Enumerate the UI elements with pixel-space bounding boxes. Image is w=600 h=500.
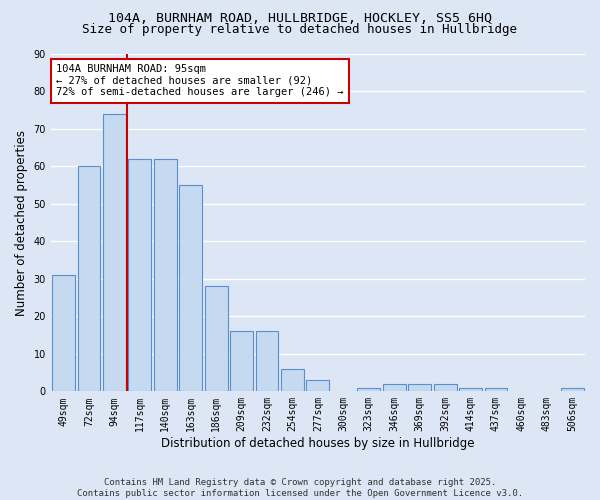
Bar — [383, 384, 406, 392]
Text: 104A, BURNHAM ROAD, HULLBRIDGE, HOCKLEY, SS5 6HQ: 104A, BURNHAM ROAD, HULLBRIDGE, HOCKLEY,… — [108, 12, 492, 26]
Bar — [52, 275, 75, 392]
Text: Contains HM Land Registry data © Crown copyright and database right 2025.
Contai: Contains HM Land Registry data © Crown c… — [77, 478, 523, 498]
Bar — [485, 388, 508, 392]
Bar — [434, 384, 457, 392]
Bar — [128, 159, 151, 392]
Bar — [179, 185, 202, 392]
Bar — [230, 332, 253, 392]
Bar — [561, 388, 584, 392]
Bar — [408, 384, 431, 392]
Bar — [358, 388, 380, 392]
Bar — [281, 369, 304, 392]
Bar — [459, 388, 482, 392]
X-axis label: Distribution of detached houses by size in Hullbridge: Distribution of detached houses by size … — [161, 437, 475, 450]
Y-axis label: Number of detached properties: Number of detached properties — [15, 130, 28, 316]
Bar — [205, 286, 227, 392]
Text: 104A BURNHAM ROAD: 95sqm
← 27% of detached houses are smaller (92)
72% of semi-d: 104A BURNHAM ROAD: 95sqm ← 27% of detach… — [56, 64, 344, 98]
Bar — [103, 114, 126, 392]
Text: Size of property relative to detached houses in Hullbridge: Size of property relative to detached ho… — [83, 22, 517, 36]
Bar — [307, 380, 329, 392]
Bar — [77, 166, 100, 392]
Bar — [256, 332, 278, 392]
Bar — [154, 159, 177, 392]
